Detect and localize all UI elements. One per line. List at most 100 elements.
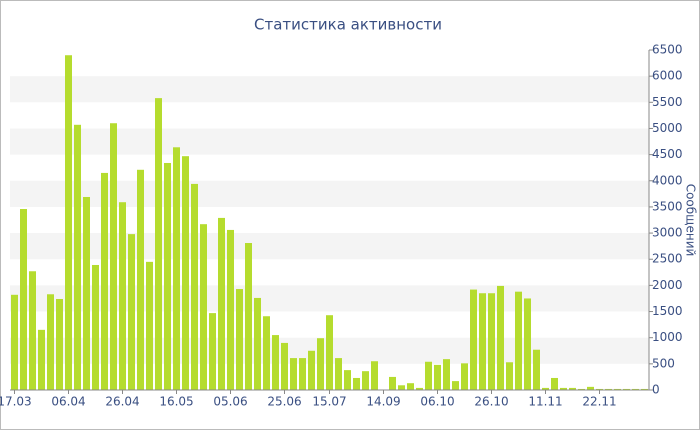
bar <box>155 98 162 390</box>
bar <box>416 387 423 390</box>
bar <box>497 285 504 390</box>
bar <box>272 335 279 390</box>
x-tick-label: 11.11 <box>528 395 562 409</box>
y-tick-label: 2000 <box>652 278 683 292</box>
bar <box>290 358 297 390</box>
bar <box>344 370 351 390</box>
bar <box>353 377 360 390</box>
y-axis-label: Сообщений <box>684 184 698 257</box>
bar <box>524 298 531 390</box>
bar <box>209 313 216 390</box>
y-tick-label: 500 <box>652 356 675 370</box>
grid-band <box>10 128 649 155</box>
y-tick-label: 2500 <box>652 252 683 266</box>
bar <box>443 359 450 390</box>
bar <box>137 169 144 390</box>
bar <box>488 293 495 390</box>
bar <box>335 358 342 390</box>
bar <box>308 350 315 390</box>
bar <box>587 386 594 390</box>
bar <box>83 196 90 390</box>
bar <box>605 388 612 390</box>
bar <box>434 364 441 390</box>
bar <box>236 289 243 390</box>
bar <box>245 243 252 390</box>
bar <box>218 217 225 390</box>
bar <box>326 315 333 390</box>
bar <box>551 377 558 390</box>
bar <box>596 388 603 390</box>
x-tick-label: 26.04 <box>105 395 139 409</box>
bar <box>281 342 288 390</box>
bar <box>560 387 567 390</box>
x-tick-label: 06.04 <box>51 395 85 409</box>
bar <box>542 387 549 390</box>
x-tick-label: 17.03 <box>0 395 32 409</box>
grid-band <box>10 76 649 103</box>
bar <box>38 329 45 390</box>
y-tick-label: 4500 <box>652 147 683 161</box>
y-tick-label: 5500 <box>652 95 683 109</box>
bar <box>479 293 486 390</box>
bar <box>362 371 369 390</box>
bar <box>263 316 270 390</box>
bar <box>101 172 108 390</box>
bar <box>128 234 135 390</box>
x-tick-label: 26.10 <box>474 395 508 409</box>
bar <box>254 297 261 390</box>
y-tick-label: 6000 <box>652 69 683 83</box>
x-tick-label: 25.06 <box>267 395 301 409</box>
bar <box>371 361 378 390</box>
bar <box>227 229 234 390</box>
bar <box>65 55 72 390</box>
bar <box>182 156 189 390</box>
bar <box>92 264 99 390</box>
bar <box>317 338 324 390</box>
y-tick-label: 0 <box>652 383 660 397</box>
y-tick-label: 4000 <box>652 173 683 187</box>
y-tick-label: 3500 <box>652 199 683 213</box>
bar <box>398 385 405 390</box>
bar <box>200 224 207 390</box>
bar <box>29 271 36 390</box>
bar <box>452 381 459 390</box>
bar <box>299 358 306 390</box>
bar <box>11 294 18 390</box>
bar <box>191 183 198 390</box>
bar <box>47 294 54 390</box>
y-tick-label: 3000 <box>652 226 683 240</box>
bar <box>515 291 522 390</box>
bar <box>56 298 63 390</box>
y-tick-label: 1000 <box>652 330 683 344</box>
bar <box>110 123 117 390</box>
y-tick-label: 5000 <box>652 121 683 135</box>
bar <box>614 388 621 390</box>
bar <box>569 387 576 390</box>
x-tick-label: 22.11 <box>582 395 616 409</box>
bar <box>641 388 648 390</box>
bar <box>632 388 639 390</box>
x-tick-label: 16.05 <box>159 395 193 409</box>
y-tick-label: 1500 <box>652 304 683 318</box>
bar <box>389 376 396 390</box>
bar <box>461 363 468 390</box>
bar <box>470 289 477 390</box>
bar <box>164 162 171 390</box>
bar <box>407 383 414 390</box>
bar <box>578 388 585 390</box>
bar <box>506 362 513 390</box>
y-tick-label: 6500 <box>652 43 683 57</box>
bar <box>425 361 432 390</box>
bar <box>533 349 540 390</box>
x-tick-label: 05.06 <box>213 395 247 409</box>
x-tick-label: 14.09 <box>366 395 400 409</box>
bar <box>119 202 126 390</box>
bar <box>623 388 630 390</box>
bar <box>20 209 27 390</box>
bar <box>74 124 81 391</box>
bar <box>146 261 153 390</box>
chart-title: Статистика активности <box>254 16 442 34</box>
x-tick-label: 06.10 <box>420 395 454 409</box>
bar <box>173 147 180 390</box>
